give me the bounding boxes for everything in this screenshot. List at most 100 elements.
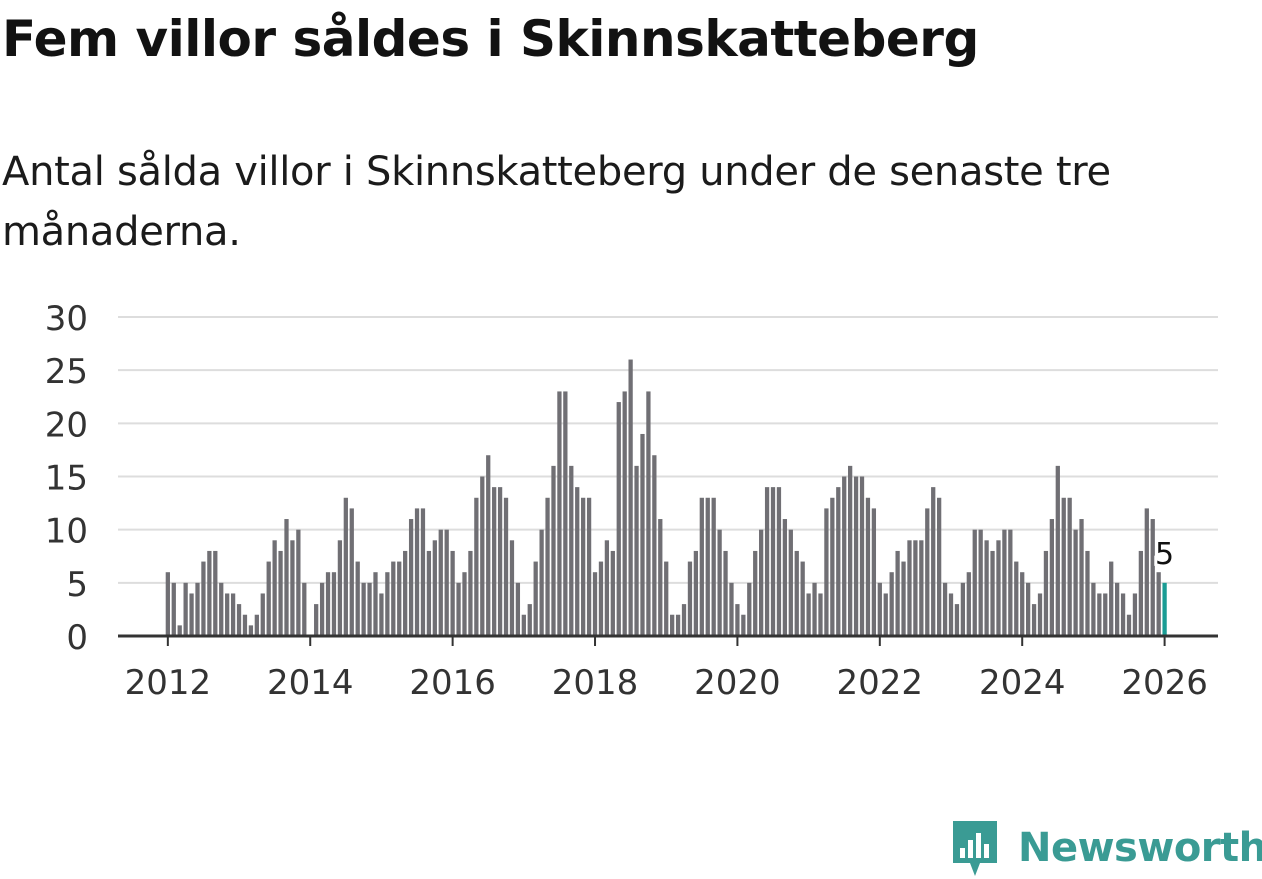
bar <box>699 497 704 636</box>
bar <box>948 593 954 636</box>
bar <box>1115 582 1120 636</box>
bar <box>337 540 343 636</box>
y-tick-label: 20 <box>45 405 88 445</box>
bar <box>545 497 550 636</box>
bar <box>515 582 521 636</box>
bar <box>818 593 823 636</box>
bar <box>592 572 598 636</box>
bar <box>230 593 236 636</box>
bar <box>385 572 390 636</box>
bar <box>1103 593 1108 636</box>
bar <box>729 582 734 636</box>
bar <box>919 540 924 636</box>
bar <box>966 572 971 636</box>
bar <box>759 529 764 636</box>
bar <box>408 519 414 636</box>
bar <box>397 561 402 636</box>
bar <box>468 550 473 636</box>
bar <box>171 582 176 636</box>
bar <box>266 561 271 636</box>
bar <box>954 604 960 636</box>
bar <box>1037 593 1043 636</box>
bar <box>456 582 461 636</box>
bar <box>788 529 793 636</box>
bar <box>586 497 592 636</box>
bar <box>314 604 319 636</box>
bar <box>1002 529 1007 636</box>
bar <box>764 487 770 636</box>
bar <box>664 561 669 636</box>
bar <box>1067 497 1072 636</box>
bar <box>420 508 426 636</box>
bar <box>563 391 568 636</box>
x-tick-label: 2020 <box>694 663 781 703</box>
bar <box>527 604 532 636</box>
bar <box>871 508 877 636</box>
bar <box>670 614 675 636</box>
bar <box>681 604 687 636</box>
bar <box>195 582 200 636</box>
x-tick-label: 2022 <box>837 663 924 703</box>
bar <box>800 561 805 636</box>
bar <box>331 572 337 636</box>
bar <box>889 572 894 636</box>
bar <box>711 497 716 636</box>
bar <box>1049 519 1055 636</box>
bar <box>391 561 396 636</box>
bar <box>616 402 621 636</box>
y-tick-label: 10 <box>45 512 88 552</box>
bar <box>1061 497 1066 636</box>
bar <box>1073 529 1078 636</box>
bar <box>776 487 782 636</box>
x-tick-label: 2012 <box>125 663 212 703</box>
bar <box>877 582 882 636</box>
newsworthy-logo[interactable]: Newsworthy <box>950 818 1262 878</box>
bar <box>842 476 847 636</box>
bar <box>634 465 639 636</box>
bar <box>925 508 930 636</box>
bar <box>753 550 758 636</box>
bar <box>379 593 384 636</box>
newsworthy-logo-icon <box>953 821 997 876</box>
bar <box>937 497 942 636</box>
bar <box>622 391 627 636</box>
bar <box>177 625 182 636</box>
bar <box>883 593 888 636</box>
x-tick-label: 2016 <box>409 663 496 703</box>
bar <box>557 391 562 636</box>
x-tick-label: 2014 <box>267 663 354 703</box>
bar <box>1008 529 1013 636</box>
bar <box>942 582 948 636</box>
bar <box>806 593 811 636</box>
bar <box>480 476 485 636</box>
bar <box>640 433 645 636</box>
bar <box>219 582 224 636</box>
y-tick-label: 25 <box>45 352 88 392</box>
y-tick-label: 0 <box>66 618 88 658</box>
y-tick-label: 30 <box>45 299 88 339</box>
bar <box>521 614 526 636</box>
bar <box>1156 572 1161 636</box>
bar <box>1020 572 1025 636</box>
bar <box>165 572 170 636</box>
bar <box>1031 604 1037 636</box>
bar <box>242 614 248 636</box>
bar <box>735 604 740 636</box>
bar <box>254 614 259 636</box>
bar <box>931 487 936 636</box>
bar <box>462 572 467 636</box>
bar <box>907 540 912 636</box>
bar <box>830 497 835 636</box>
bar <box>913 540 918 636</box>
bar <box>782 519 788 636</box>
bar <box>474 497 479 636</box>
bar <box>848 465 853 636</box>
bar <box>1144 508 1149 636</box>
bar <box>1043 550 1049 636</box>
bar <box>533 561 538 636</box>
bar <box>189 593 194 636</box>
bar <box>628 359 633 636</box>
bar <box>859 476 865 636</box>
bar <box>225 593 230 636</box>
bar <box>1150 519 1155 636</box>
